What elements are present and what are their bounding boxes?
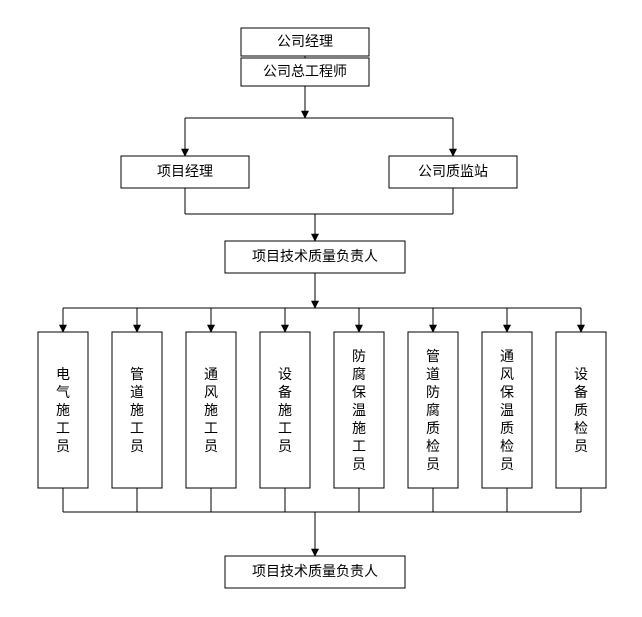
top2-label: 公司总工程师 <box>263 64 347 80</box>
leaf-3-label: 设备施工员 <box>278 367 292 455</box>
leaf-6-label: 通风保温质检员 <box>500 349 514 473</box>
right2-label: 公司质监站 <box>418 164 488 180</box>
leaf-4-label: 防腐保温施工员 <box>352 349 366 473</box>
mid-label: 项目技术质量负责人 <box>252 249 378 265</box>
leaf-0-label: 电气施工员 <box>56 367 70 455</box>
left2-label: 项目经理 <box>157 164 213 180</box>
leaf-1-label: 管道施工员 <box>130 367 144 455</box>
top1-label: 公司经理 <box>277 34 333 50</box>
bottom-label: 项目技术质量负责人 <box>252 564 378 580</box>
leaf-7-label: 设备质检员 <box>574 367 588 455</box>
leaf-2-label: 通风施工员 <box>204 367 218 455</box>
leaf-5-label: 管道防腐质检员 <box>426 349 440 473</box>
org-flowchart: 公司经理公司总工程师项目经理公司质监站项目技术质量负责人电气施工员管道施工员通风… <box>0 0 642 617</box>
